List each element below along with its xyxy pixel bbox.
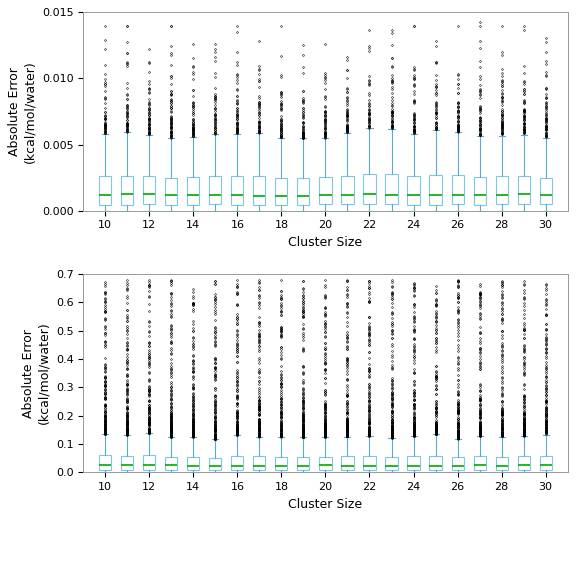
PathPatch shape — [385, 457, 397, 470]
PathPatch shape — [473, 456, 486, 470]
PathPatch shape — [495, 176, 507, 204]
PathPatch shape — [430, 175, 442, 205]
PathPatch shape — [540, 178, 552, 204]
PathPatch shape — [253, 176, 266, 205]
PathPatch shape — [363, 174, 376, 204]
PathPatch shape — [385, 174, 397, 204]
PathPatch shape — [540, 456, 552, 470]
PathPatch shape — [495, 456, 507, 470]
X-axis label: Cluster Size: Cluster Size — [289, 497, 362, 510]
PathPatch shape — [473, 177, 486, 205]
PathPatch shape — [143, 455, 156, 470]
PathPatch shape — [297, 457, 309, 470]
PathPatch shape — [187, 457, 199, 470]
PathPatch shape — [430, 456, 442, 470]
PathPatch shape — [363, 456, 376, 470]
PathPatch shape — [209, 457, 221, 470]
X-axis label: Cluster Size: Cluster Size — [289, 236, 362, 249]
PathPatch shape — [452, 457, 464, 470]
PathPatch shape — [407, 177, 419, 205]
PathPatch shape — [342, 175, 354, 205]
Y-axis label: Absolute Error
(kcal/mol/water): Absolute Error (kcal/mol/water) — [8, 60, 36, 163]
PathPatch shape — [121, 456, 133, 470]
PathPatch shape — [232, 176, 244, 205]
PathPatch shape — [320, 456, 332, 470]
PathPatch shape — [518, 176, 530, 204]
PathPatch shape — [121, 175, 133, 205]
PathPatch shape — [232, 456, 244, 470]
PathPatch shape — [407, 456, 419, 470]
PathPatch shape — [99, 177, 111, 205]
PathPatch shape — [342, 456, 354, 470]
Y-axis label: Absolute Error
(kcal/mol/water): Absolute Error (kcal/mol/water) — [22, 321, 50, 425]
PathPatch shape — [99, 456, 111, 470]
PathPatch shape — [297, 178, 309, 205]
PathPatch shape — [253, 456, 266, 470]
PathPatch shape — [187, 177, 199, 205]
PathPatch shape — [275, 178, 287, 205]
PathPatch shape — [452, 175, 464, 204]
PathPatch shape — [165, 178, 177, 205]
PathPatch shape — [320, 177, 332, 204]
PathPatch shape — [209, 176, 221, 204]
PathPatch shape — [518, 456, 530, 470]
PathPatch shape — [143, 177, 156, 204]
PathPatch shape — [165, 457, 177, 470]
PathPatch shape — [275, 457, 287, 470]
